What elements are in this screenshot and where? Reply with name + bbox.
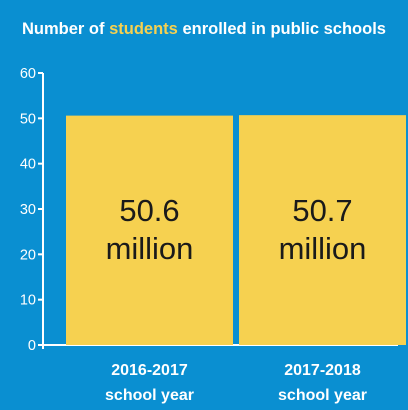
y-tick-label-40: 40 bbox=[20, 157, 36, 173]
y-tick-label-50: 50 bbox=[20, 111, 36, 127]
x-category-2-line-1: 2017-2018 bbox=[284, 362, 361, 379]
bar-1-value-unit: million bbox=[106, 231, 194, 266]
chart-title-highlight: students bbox=[109, 20, 178, 38]
y-tick-label-0: 0 bbox=[28, 338, 36, 354]
bar-2-value-unit: million bbox=[279, 231, 367, 266]
y-tick-label-20: 20 bbox=[20, 247, 36, 263]
chart-title-start: Number of bbox=[22, 20, 110, 38]
y-tick-label-60: 60 bbox=[20, 66, 36, 82]
bar-2-value-number: 50.7 bbox=[292, 193, 352, 228]
chart-title: Number of students enrolled in public sc… bbox=[0, 18, 408, 41]
x-category-1-line-1: 2016-2017 bbox=[111, 362, 188, 379]
y-tick-label-30: 30 bbox=[20, 202, 36, 218]
bar-2 bbox=[239, 115, 406, 345]
x-category-1-line-2: school year bbox=[105, 387, 194, 404]
x-category-2-line-2: school year bbox=[278, 387, 367, 404]
bar-1-value-number: 50.6 bbox=[119, 193, 179, 228]
bar-1 bbox=[66, 115, 233, 345]
y-tick-label-10: 10 bbox=[20, 293, 36, 309]
chart-title-end: enrolled in public schools bbox=[177, 20, 386, 38]
